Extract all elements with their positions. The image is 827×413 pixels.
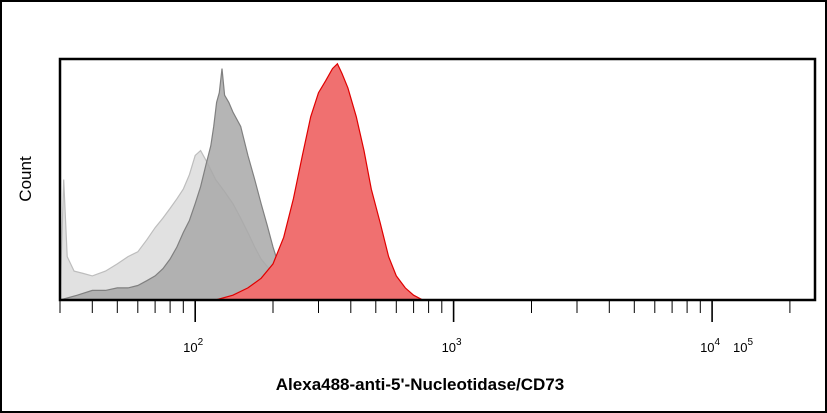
x-tick-label: 104 (700, 337, 720, 355)
x-axis-title: Alexa488-anti-5'-Nucleotidase/CD73 (276, 375, 564, 394)
x-tick-label: 102 (183, 337, 203, 355)
histogram-series-2 (59, 68, 304, 301)
y-axis-title: Count (16, 156, 35, 202)
histogram-series-3 (215, 62, 424, 301)
plot-frame (58, 57, 817, 302)
x-tick-label: 105 (733, 337, 753, 355)
x-tick-label: 103 (442, 337, 462, 355)
